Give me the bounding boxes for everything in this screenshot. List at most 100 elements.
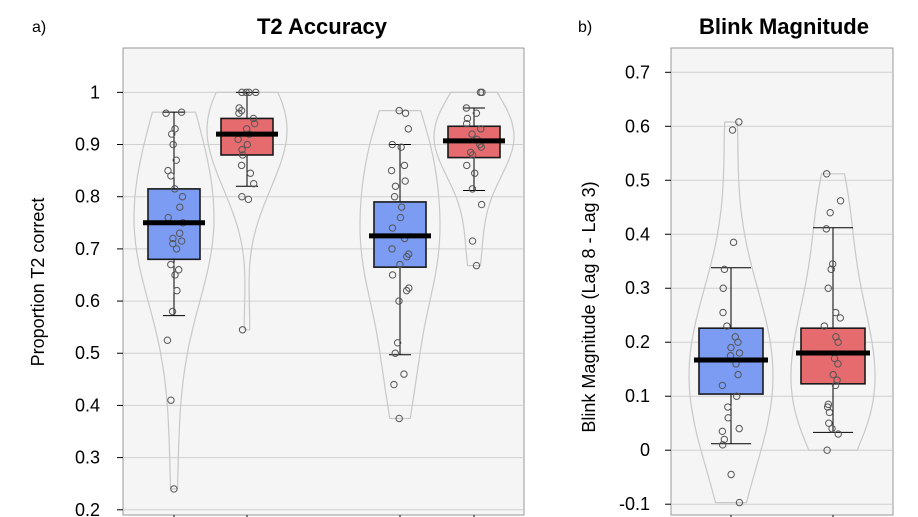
data-point [162,109,170,117]
data-point [401,177,409,185]
violin-outline [359,110,441,420]
data-point [238,146,246,154]
data-point [387,166,396,175]
y-tick-label: -0.1 [619,494,650,514]
y-tick-label: 0.9 [75,135,100,155]
violin-outline [790,173,876,451]
data-point [718,427,727,436]
data-point [477,125,485,133]
data-point [390,380,398,389]
data-point [403,253,411,261]
data-point [828,424,836,433]
violin-outline [433,91,515,267]
panel-a-marks [133,88,515,493]
data-point [404,125,413,133]
data-point [724,403,732,411]
data-point [732,392,741,400]
data-point [169,239,177,248]
data-point [250,119,259,128]
data-point [834,430,842,438]
data-point [397,203,406,211]
data-point [168,130,176,138]
data-point [462,119,471,128]
data-point [237,161,246,170]
data-point [734,370,742,379]
y-tick-label: 1 [90,82,100,102]
data-point [828,260,837,268]
data-point [395,297,403,305]
data-point [719,308,727,317]
data-point [825,408,834,417]
panel-a-title: T2 Accuracy [257,14,388,39]
data-point [397,143,405,151]
data-point [173,286,181,295]
data-point [829,370,837,379]
data-point [468,130,476,138]
data-point [832,308,840,317]
data-point [735,498,744,507]
data-point [235,109,243,117]
data-point [727,470,735,479]
data-point [468,237,477,245]
data-point [167,396,175,404]
data-point [172,156,180,164]
data-point [396,260,404,269]
data-point [393,339,402,347]
data-point [395,414,403,423]
data-point [462,104,471,112]
y-tick-label: 0.4 [625,224,650,244]
data-point [724,414,732,422]
data-point [463,161,471,170]
data-point [471,169,479,177]
data-point [823,446,831,454]
data-point [172,245,181,253]
data-point [472,109,481,117]
data-point [834,360,842,368]
data-point [238,326,247,334]
data-point [395,106,403,115]
data-point [477,200,486,209]
data-point [735,349,744,357]
y-tick-label: 0.3 [75,448,100,468]
data-point [245,88,253,97]
data-point [723,322,731,330]
data-point [718,381,727,390]
data-point [246,169,255,177]
y-tick-label: 0.1 [625,386,650,406]
y-tick-label: 0.2 [75,500,100,517]
data-point [468,185,477,193]
data-point [235,104,243,112]
y-tick-label: 0.3 [625,278,650,298]
data-point [400,161,409,170]
data-point [243,140,252,149]
data-point [820,322,829,330]
data-point [390,193,399,201]
data-point [175,229,184,237]
data-point [169,140,177,149]
data-point [242,88,250,97]
data-point [735,424,743,433]
data-point [396,213,405,222]
data-point [826,208,834,217]
panel-a-label: a) [32,19,46,36]
data-point [171,271,179,279]
data-point [177,108,186,116]
data-point [729,238,738,247]
data-point [388,224,397,232]
data-point [720,265,729,274]
data-point [170,485,178,493]
data-point [238,151,247,159]
data-point [833,376,841,384]
data-point [472,261,481,270]
data-point [822,225,831,233]
data-point [477,143,486,151]
data-point [822,170,831,178]
data-point [719,284,727,292]
data-point [176,203,184,211]
panel-t2-accuracy: a) T2 Accuracy Proportion T2 correct 0.2… [28,14,525,517]
data-point [250,179,258,188]
data-point [836,197,845,205]
data-point [834,338,842,346]
data-point [391,182,400,190]
